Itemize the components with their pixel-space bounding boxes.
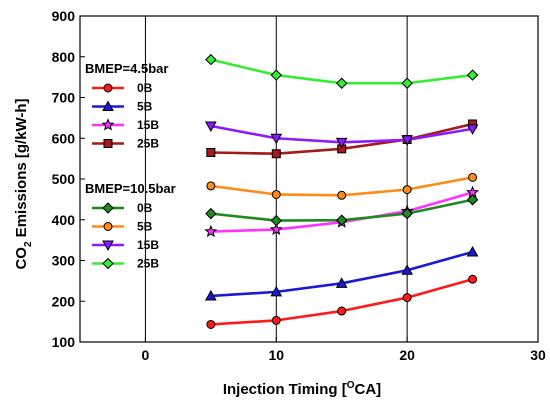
legend-label: 0B: [137, 201, 153, 215]
legend-entry: 25B: [92, 137, 159, 151]
svg-text:CO2 Emissions [g/kW-h]: CO2 Emissions [g/kW-h]: [13, 98, 34, 269]
data-point: [206, 319, 216, 329]
y-tick-label: 100: [52, 334, 76, 350]
legend-heading: BMEP=10.5bar: [85, 181, 176, 196]
data-point: [337, 190, 347, 200]
y-tick-label: 600: [52, 130, 76, 146]
data-point: [269, 222, 283, 236]
y-tick-label: 400: [52, 212, 76, 228]
x-tick-label: 30: [530, 347, 546, 363]
data-point: [468, 172, 478, 182]
data-point: [401, 207, 413, 220]
x-tick-label: 10: [268, 347, 284, 363]
legend-swatch-marker: [103, 222, 113, 231]
legend-entry: 0B: [92, 201, 153, 215]
data-point: [270, 69, 282, 81]
data-point: [402, 293, 412, 303]
data-point: [206, 148, 216, 158]
y-axis-title: CO2 Emissions [g/kW-h]: [13, 98, 34, 269]
legend-entry: 25B: [92, 257, 159, 271]
legend-label: 5B: [137, 100, 153, 114]
x-tick-label: 0: [142, 347, 150, 363]
data-point: [335, 277, 348, 288]
legend-entry: 5B: [92, 220, 153, 234]
y-tick-label: 800: [52, 49, 76, 65]
legend-entry: 15B: [92, 238, 159, 252]
legend-swatch-marker: [102, 202, 114, 214]
legend-entry: 15B: [92, 118, 159, 132]
data-point: [468, 274, 478, 284]
data-point: [466, 245, 479, 257]
legend-label: 0B: [137, 81, 153, 95]
data-point: [271, 315, 281, 325]
legend-swatch-marker: [103, 83, 113, 93]
svg-text:Injection Timing [OCA]: Injection Timing [OCA]: [223, 380, 381, 398]
data-point: [271, 189, 281, 199]
data-point: [271, 149, 281, 159]
legend-swatch-marker: [103, 139, 113, 148]
legend-swatch-marker: [102, 100, 114, 111]
legend-entry: 0B: [92, 81, 153, 95]
x-axis-title: Injection Timing [OCA]: [223, 380, 381, 398]
series-6: [205, 121, 479, 149]
series-7: [205, 53, 479, 89]
data-point: [337, 306, 347, 316]
legend-label: 25B: [137, 137, 159, 151]
y-tick-label: 900: [52, 8, 76, 24]
y-tick-label: 700: [52, 90, 76, 106]
data-point: [204, 224, 218, 238]
data-point: [206, 181, 216, 191]
legend-label: 5B: [137, 220, 153, 234]
data-point: [466, 124, 479, 135]
data-point: [270, 214, 282, 227]
data-point: [270, 133, 283, 145]
series-5: [206, 172, 478, 200]
data-point: [466, 69, 479, 81]
legend-label: 15B: [137, 118, 159, 132]
series-0: [206, 274, 478, 329]
legend-swatch-marker: [102, 257, 114, 270]
y-tick-label: 500: [52, 171, 76, 187]
data-point: [270, 285, 283, 297]
series-4: [205, 194, 479, 227]
data-point: [205, 207, 217, 220]
legend-swatch-marker: [102, 240, 114, 252]
legend-label: 25B: [137, 257, 159, 271]
data-point: [336, 214, 348, 226]
legend-group-0: BMEP=4.5bar 0B 5B 15B 25B: [85, 61, 168, 151]
data-point: [466, 194, 479, 206]
data-point: [335, 137, 348, 149]
data-point: [402, 185, 412, 195]
data-point: [205, 121, 217, 133]
data-point: [336, 77, 348, 89]
x-tick-label: 20: [399, 347, 415, 363]
legend-group-1: BMEP=10.5bar 0B 5B 15B 25B: [85, 181, 176, 271]
series-1: [205, 245, 479, 301]
data-point: [401, 135, 413, 146]
legend-heading: BMEP=4.5bar: [85, 61, 168, 76]
data-point: [205, 53, 217, 66]
legend-label: 15B: [137, 238, 159, 252]
data-point: [401, 77, 413, 89]
y-tick-label: 200: [52, 293, 76, 309]
y-tick-label: 300: [52, 253, 76, 269]
legend-swatch-marker: [101, 118, 115, 131]
data-point: [205, 289, 217, 301]
data-point: [401, 264, 413, 275]
legend-entry: 5B: [92, 100, 153, 114]
